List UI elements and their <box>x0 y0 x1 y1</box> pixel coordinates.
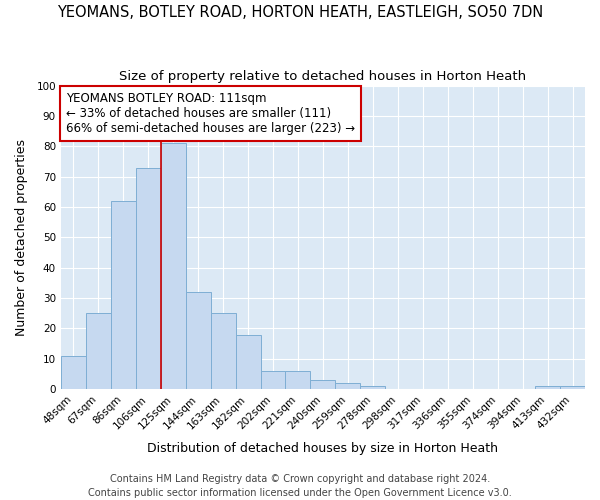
Bar <box>61 356 86 389</box>
Title: Size of property relative to detached houses in Horton Heath: Size of property relative to detached ho… <box>119 70 526 83</box>
Bar <box>86 314 111 389</box>
Bar <box>286 371 310 389</box>
Bar <box>535 386 560 389</box>
Bar <box>560 386 585 389</box>
Bar <box>111 201 136 389</box>
Bar <box>136 168 161 389</box>
Text: YEOMANS, BOTLEY ROAD, HORTON HEATH, EASTLEIGH, SO50 7DN: YEOMANS, BOTLEY ROAD, HORTON HEATH, EAST… <box>57 5 543 20</box>
Bar <box>236 334 260 389</box>
Bar <box>161 143 185 389</box>
Y-axis label: Number of detached properties: Number of detached properties <box>15 139 28 336</box>
Bar <box>185 292 211 389</box>
Bar <box>361 386 385 389</box>
Bar <box>211 314 236 389</box>
X-axis label: Distribution of detached houses by size in Horton Heath: Distribution of detached houses by size … <box>148 442 499 455</box>
Bar <box>335 383 361 389</box>
Bar <box>310 380 335 389</box>
Text: YEOMANS BOTLEY ROAD: 111sqm
← 33% of detached houses are smaller (111)
66% of se: YEOMANS BOTLEY ROAD: 111sqm ← 33% of det… <box>66 92 355 134</box>
Bar <box>260 371 286 389</box>
Text: Contains HM Land Registry data © Crown copyright and database right 2024.
Contai: Contains HM Land Registry data © Crown c… <box>88 474 512 498</box>
